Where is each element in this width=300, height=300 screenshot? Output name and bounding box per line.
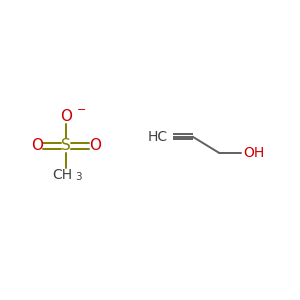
Text: S: S: [61, 138, 71, 153]
Text: 3: 3: [76, 172, 82, 182]
Text: CH: CH: [52, 168, 73, 182]
Text: −: −: [76, 105, 86, 115]
Text: O: O: [89, 138, 101, 153]
Text: O: O: [60, 109, 72, 124]
Text: OH: OH: [243, 146, 264, 160]
Text: O: O: [31, 138, 43, 153]
Text: HC: HC: [147, 130, 167, 144]
